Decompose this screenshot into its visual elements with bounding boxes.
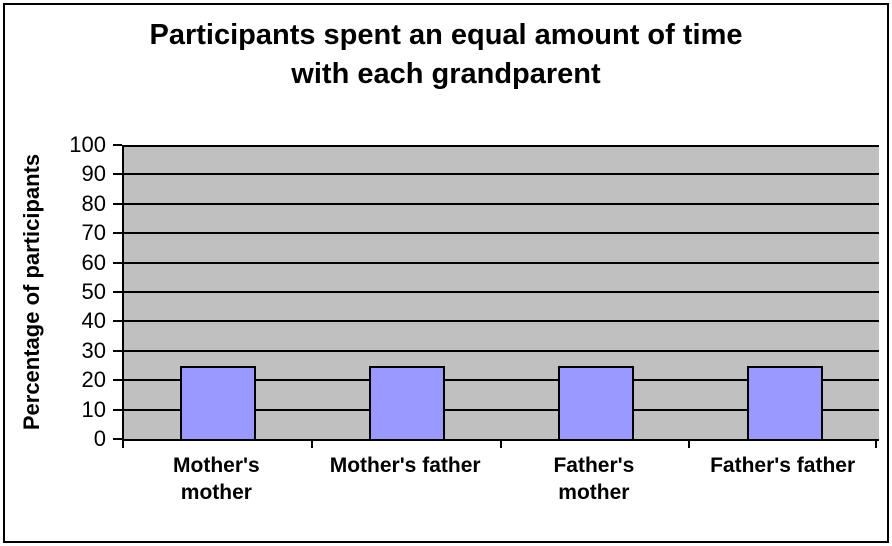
- y-tick-label: 100: [69, 132, 106, 157]
- gridline: [124, 320, 879, 323]
- y-tick-mark: [113, 173, 122, 176]
- y-tick-label: 60: [81, 249, 106, 275]
- bar: [369, 365, 446, 439]
- x-tick-mark: [875, 439, 877, 448]
- x-tick-mark: [310, 439, 313, 448]
- y-tick-label: 50: [81, 279, 106, 304]
- gridline: [124, 145, 879, 147]
- category-label-line: Mother's father: [329, 454, 481, 477]
- category-label: Mother's father: [330, 452, 481, 479]
- x-tick-mark: [499, 439, 502, 448]
- y-tick-label: 40: [81, 308, 106, 334]
- gridline: [124, 349, 879, 352]
- y-tick-label: 0: [93, 426, 106, 451]
- gridline: [124, 261, 879, 264]
- bar: [746, 365, 823, 439]
- category-label-line: Father's: [553, 454, 635, 477]
- category-label-line: mother: [180, 481, 252, 504]
- category-label-line: mother: [558, 481, 630, 504]
- y-tick-mark: [113, 379, 122, 382]
- y-tick-label: 90: [81, 161, 106, 187]
- y-tick-label: 30: [81, 337, 106, 363]
- y-tick-label: 70: [81, 220, 106, 246]
- y-tick-mark: [113, 144, 122, 146]
- y-tick-mark: [113, 202, 122, 205]
- y-tick-mark: [113, 438, 122, 440]
- bar: [180, 365, 257, 439]
- gridline: [124, 379, 879, 382]
- chart-title-line: with each grandparent: [291, 58, 601, 90]
- gridline: [124, 173, 879, 176]
- y-tick-label: 80: [81, 190, 106, 216]
- y-tick-mark: [113, 320, 122, 323]
- category-label: Father's mother: [553, 452, 634, 506]
- y-tick-mark: [113, 349, 122, 352]
- bar: [557, 365, 634, 439]
- chart-title-line: Participants spent an equal amount of ti…: [149, 19, 743, 51]
- chart-title: Participants spent an equal amount of ti…: [0, 16, 892, 94]
- plot-area: [122, 145, 879, 441]
- category-label: Father's father: [710, 452, 855, 479]
- x-tick-mark: [688, 439, 691, 448]
- category-label-line: Father's father: [710, 454, 856, 477]
- y-tick-label: 10: [81, 396, 106, 422]
- y-tick-mark: [113, 291, 122, 293]
- y-tick-mark: [113, 408, 122, 411]
- gridline: [124, 408, 879, 411]
- category-label-line: Mother's: [173, 454, 260, 477]
- category-label: Mother's mother: [173, 452, 260, 506]
- gridline: [124, 232, 879, 235]
- y-tick-mark: [113, 232, 122, 235]
- x-tick-mark: [122, 439, 124, 448]
- y-tick-mark: [113, 261, 122, 264]
- y-tick-label: 20: [81, 367, 106, 393]
- gridline: [124, 291, 879, 293]
- gridline: [124, 202, 879, 205]
